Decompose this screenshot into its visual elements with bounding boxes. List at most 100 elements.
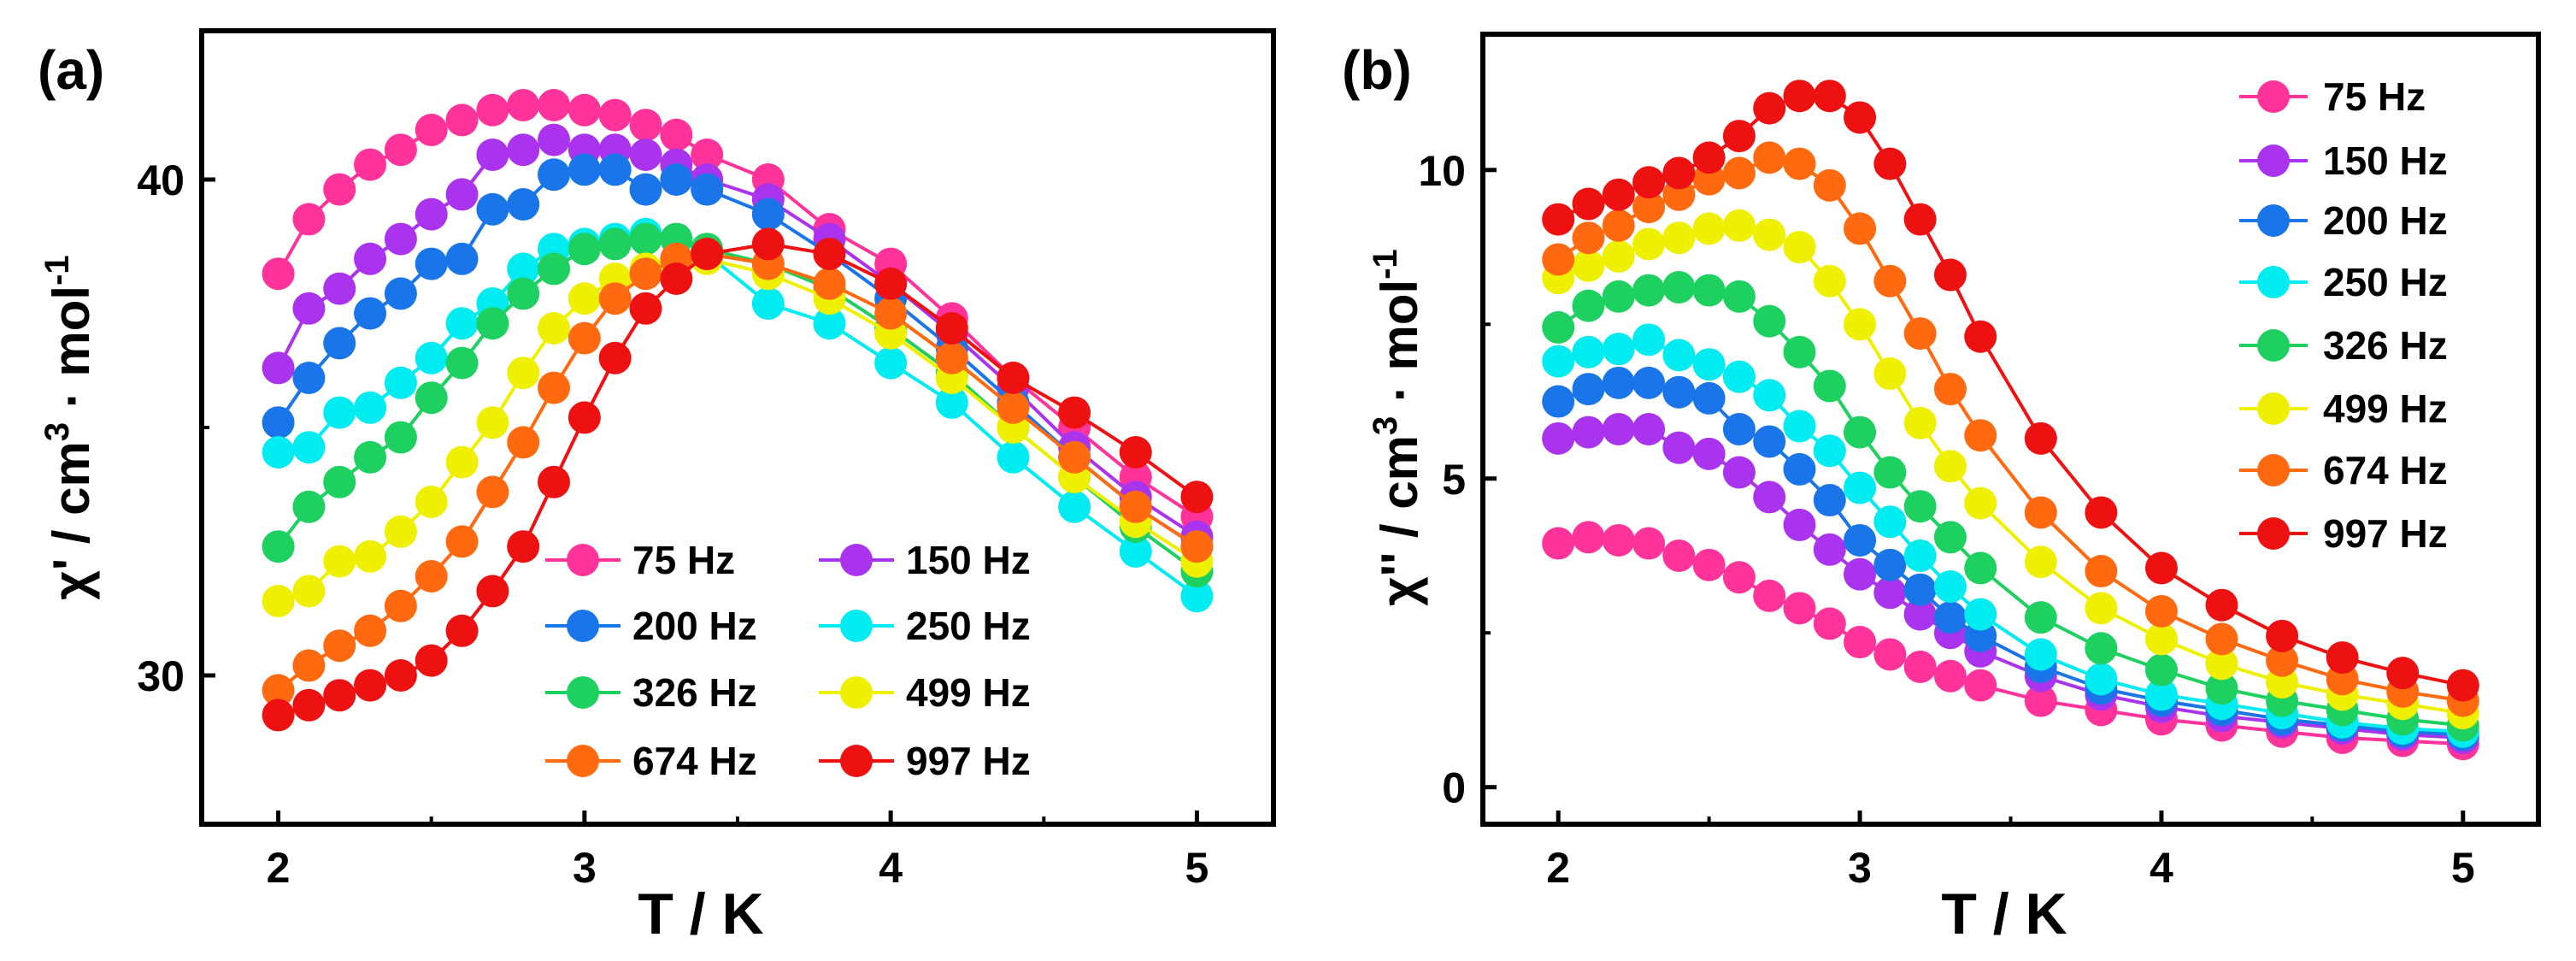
- data-point: [1903, 539, 1937, 572]
- data-point: [415, 486, 448, 518]
- data-point: [262, 406, 295, 439]
- legend-item: 674 Hz: [545, 739, 757, 783]
- legend-marker: [567, 745, 599, 777]
- legend-label: 150 Hz: [2323, 139, 2448, 183]
- data-point: [629, 292, 662, 325]
- data-point: [1813, 80, 1846, 113]
- data-point: [1119, 436, 1152, 469]
- data-point: [1873, 638, 1907, 671]
- series-997hz: [262, 227, 1214, 732]
- legend-item: 326 Hz: [545, 670, 757, 715]
- legend: 75 Hz 150 Hz 200 Hz 250 Hz 326 Hz 499 Hz 674 H…: [545, 538, 1031, 783]
- data-point: [1933, 521, 1967, 554]
- data-point: [445, 525, 479, 558]
- data-point: [476, 406, 509, 439]
- data-point: [1844, 212, 1877, 245]
- data-point: [323, 327, 356, 360]
- data-point: [568, 401, 601, 434]
- data-point: [2024, 496, 2057, 529]
- data-point: [1783, 147, 1816, 180]
- legend-label: 326 Hz: [632, 670, 757, 715]
- data-point: [354, 440, 387, 474]
- data-point: [1722, 209, 1756, 242]
- plot-area: [1542, 80, 2479, 761]
- legend-marker: [2257, 454, 2290, 486]
- data-point: [1753, 91, 1786, 125]
- data-point: [1542, 203, 1575, 236]
- data-point: [1180, 480, 1214, 514]
- data-point: [292, 362, 326, 394]
- data-point: [445, 614, 479, 647]
- data-point: [2386, 657, 2420, 690]
- data-point: [935, 312, 968, 345]
- legend: 75 Hz 150 Hz 200 Hz 250 Hz 326 Hz 499 Hz 674 H…: [2239, 74, 2448, 556]
- data-point: [415, 247, 448, 280]
- legend-label: 250 Hz: [2323, 260, 2448, 304]
- data-point: [1964, 669, 1997, 702]
- data-point: [1572, 187, 1605, 221]
- data-point: [2024, 601, 2057, 634]
- legend-label: 150 Hz: [906, 538, 1031, 582]
- data-point: [568, 233, 601, 266]
- data-point: [1933, 373, 1967, 406]
- data-point: [2085, 555, 2118, 588]
- data-point: [629, 139, 662, 171]
- legend-item: 499 Hz: [2239, 386, 2448, 431]
- data-point: [1662, 431, 1696, 464]
- data-point: [476, 192, 509, 226]
- data-point: [262, 699, 295, 732]
- data-point: [1933, 601, 1967, 634]
- data-point: [1632, 166, 1666, 199]
- x-axis-label: T / K: [638, 881, 763, 946]
- x-tick-label: 2: [1546, 844, 1570, 892]
- data-point: [323, 173, 356, 206]
- data-point: [1542, 243, 1575, 276]
- data-point: [384, 366, 417, 399]
- legend-marker: [840, 676, 873, 709]
- data-point: [323, 545, 356, 578]
- data-point: [476, 307, 509, 340]
- data-point: [1873, 264, 1907, 298]
- data-point: [1933, 659, 1967, 693]
- data-point: [507, 426, 540, 459]
- data-point: [1844, 557, 1877, 591]
- data-point: [354, 539, 387, 573]
- x-tick-label: 4: [2150, 844, 2173, 892]
- data-point: [1903, 650, 1937, 683]
- data-point: [507, 277, 540, 310]
- legend-label: 499 Hz: [906, 670, 1031, 715]
- data-point: [354, 148, 387, 181]
- data-point: [292, 292, 326, 325]
- data-point: [1180, 580, 1214, 613]
- data-point: [1783, 452, 1816, 486]
- legend-label: 997 Hz: [906, 739, 1031, 783]
- data-point: [2024, 545, 2057, 579]
- data-point: [1662, 339, 1696, 372]
- data-point: [1058, 396, 1091, 429]
- data-point: [1903, 573, 1937, 606]
- data-point: [568, 153, 601, 186]
- data-point: [1964, 486, 1997, 520]
- data-point: [384, 589, 417, 622]
- legend-item: 200 Hz: [2239, 198, 2448, 243]
- data-point: [1813, 369, 1846, 403]
- data-point: [2205, 647, 2238, 681]
- data-point: [476, 575, 509, 608]
- data-point: [1572, 335, 1605, 368]
- data-point: [2085, 592, 2118, 625]
- data-point: [1542, 310, 1575, 344]
- data-point: [1873, 357, 1907, 391]
- data-point: [1692, 274, 1726, 307]
- data-point: [445, 307, 479, 340]
- data-point: [2446, 669, 2479, 702]
- legend-item: 250 Hz: [2239, 260, 2448, 304]
- data-point: [1813, 434, 1846, 468]
- data-point: [507, 133, 540, 167]
- legend-label: 674 Hz: [2323, 448, 2448, 492]
- legend-marker: [567, 676, 599, 709]
- data-point: [629, 173, 662, 206]
- y-label-sup: -1: [38, 255, 76, 286]
- axis-ticks: 2 3 4 5 30 40: [137, 156, 1209, 892]
- data-point: [2266, 619, 2299, 652]
- legend-item: 997 Hz: [819, 739, 1031, 783]
